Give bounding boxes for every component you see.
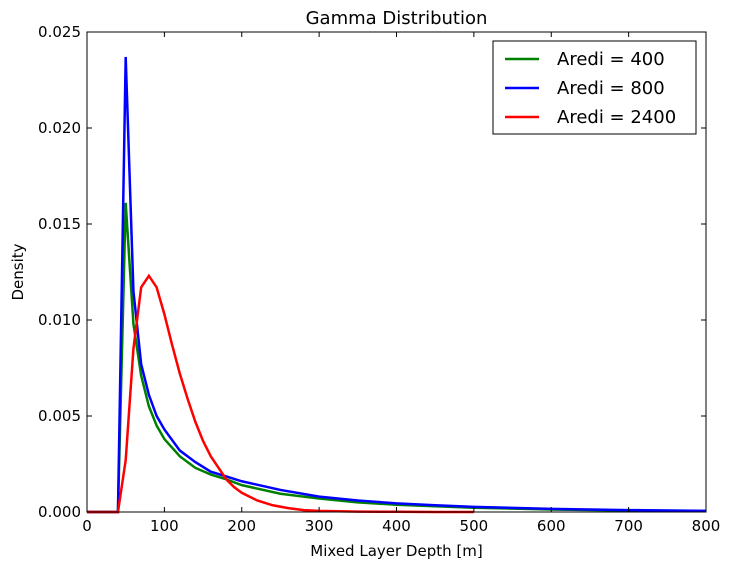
x-axis-label: Mixed Layer Depth [m] bbox=[310, 542, 482, 560]
chart-title: Gamma Distribution bbox=[306, 8, 488, 29]
x-tick-label: 400 bbox=[382, 517, 411, 535]
axis-tick-labels: 0 100 200 300 400 500 600 700 800 0.000 0.005 0.010… bbox=[38, 23, 720, 535]
x-tick-label: 500 bbox=[460, 517, 489, 535]
y-tick-label: 0.005 bbox=[38, 407, 81, 425]
legend-label: Aredi = 2400 bbox=[557, 107, 676, 128]
y-axis-label: Density bbox=[9, 243, 27, 300]
legend-item: Aredi = 800 bbox=[505, 78, 665, 99]
x-tick-label: 300 bbox=[305, 517, 334, 535]
legend-item: Aredi = 2400 bbox=[505, 107, 676, 128]
y-tick-label: 0.025 bbox=[38, 23, 81, 41]
legend-label: Aredi = 800 bbox=[557, 78, 665, 99]
x-tick-label: 600 bbox=[537, 517, 566, 535]
y-tick-label: 0.020 bbox=[38, 119, 81, 137]
y-tick-label: 0.000 bbox=[38, 503, 81, 521]
x-tick-label: 800 bbox=[692, 517, 721, 535]
y-tick-label: 0.010 bbox=[38, 311, 81, 329]
x-tick-label: 700 bbox=[614, 517, 643, 535]
series-line-aredi-400 bbox=[87, 202, 707, 514]
series-line-aredi-2400 bbox=[87, 273, 474, 514]
x-tick-label: 100 bbox=[150, 517, 179, 535]
x-tick-label: 0 bbox=[82, 517, 92, 535]
y-tick-label: 0.015 bbox=[38, 215, 81, 233]
x-tick-label: 200 bbox=[227, 517, 256, 535]
axis-ticks bbox=[86, 31, 707, 513]
legend-item: Aredi = 400 bbox=[505, 49, 665, 70]
legend: Aredi = 400 Aredi = 800 Aredi = 2400 bbox=[492, 40, 697, 135]
legend-label: Aredi = 400 bbox=[557, 49, 665, 70]
legend-items: Aredi = 400 Aredi = 800 Aredi = 2400 bbox=[505, 49, 676, 128]
